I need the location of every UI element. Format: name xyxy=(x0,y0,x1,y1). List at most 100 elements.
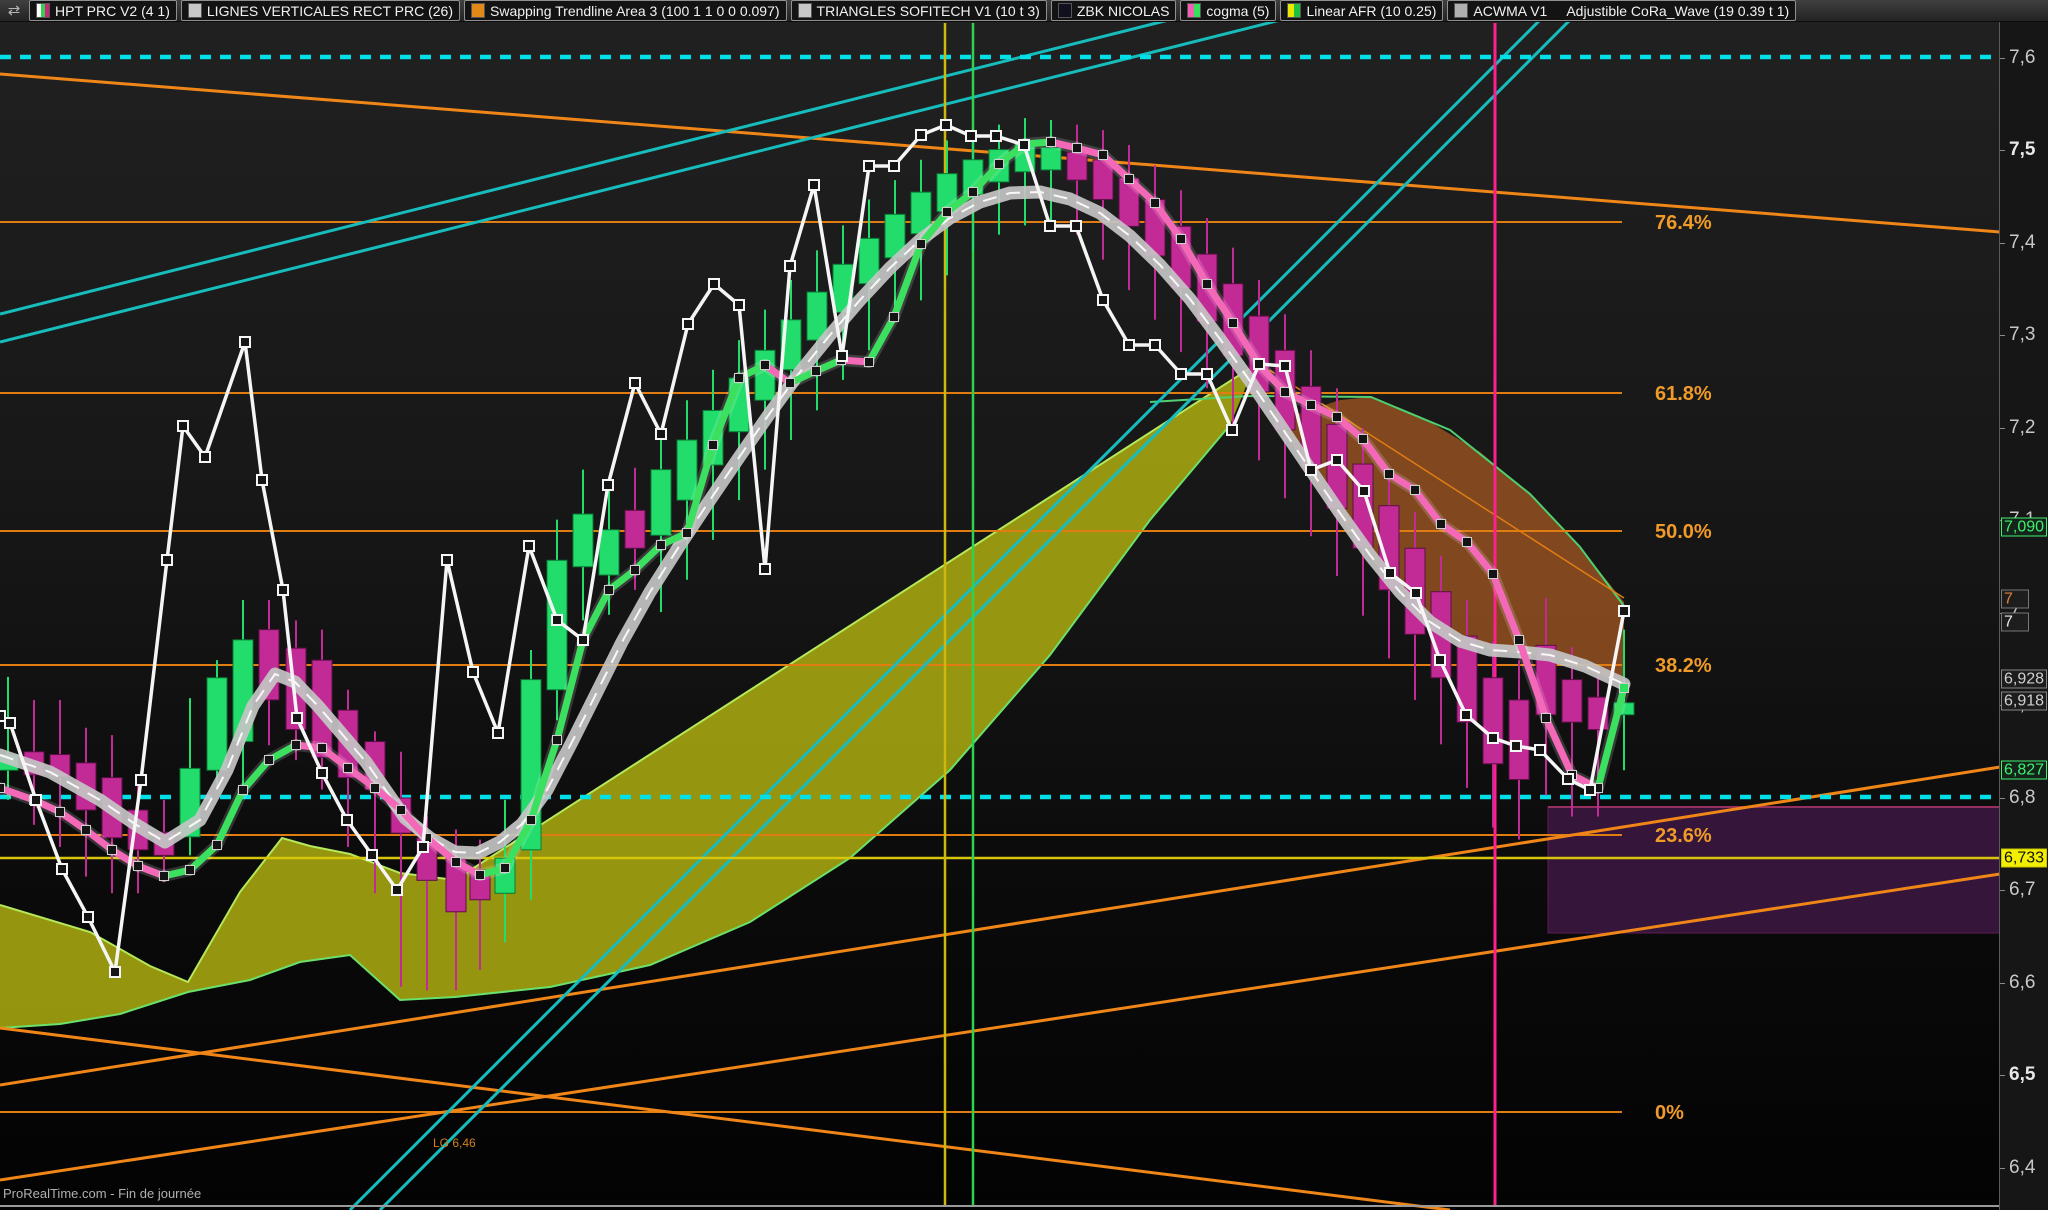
price-badge: 7 xyxy=(2001,612,2029,632)
hpt-marker xyxy=(277,584,289,596)
legend-item[interactable]: HPT PRC V2 (4 1) xyxy=(29,0,177,21)
indicator-color-chip-icon xyxy=(471,3,485,18)
hpt-marker xyxy=(199,451,211,463)
legend-item[interactable]: ZBK NICOLAS xyxy=(1050,0,1177,21)
hpt-marker xyxy=(602,479,614,491)
price-axis-label: 6,5 xyxy=(2009,1064,2036,1085)
candle-body-up xyxy=(676,439,698,501)
price-badge: 6,733 xyxy=(2001,848,2047,868)
hpt-marker xyxy=(341,814,353,826)
link-arrows-icon[interactable]: ⇄ xyxy=(7,1,21,19)
cogma-marker xyxy=(968,187,978,197)
cyan-trendline-3[interactable] xyxy=(378,0,1592,1210)
cyan-trendline-1[interactable] xyxy=(0,0,1361,344)
cogma-marker xyxy=(1150,198,1160,208)
cogma-marker xyxy=(1332,412,1342,422)
cogma-marker xyxy=(760,360,770,370)
hpt-marker xyxy=(784,260,796,272)
price-axis-label: 6,8 xyxy=(2009,787,2036,808)
axis-tick xyxy=(2000,890,2005,891)
fib-label: 50.0% xyxy=(1655,521,1712,543)
candle-body-down xyxy=(1508,699,1530,781)
price-axis-label: 7,2 xyxy=(2009,417,2036,438)
hpt-marker xyxy=(1487,732,1499,744)
hpt-marker xyxy=(577,634,589,646)
legend-item-label: ACWMA V1 xyxy=(1473,2,1548,19)
hpt-marker xyxy=(1018,139,1030,151)
orange-trendline-3[interactable] xyxy=(0,1026,1451,1210)
candle-body-down xyxy=(1066,151,1088,181)
cogma-marker xyxy=(1462,537,1472,547)
hpt-marker xyxy=(808,179,820,191)
axis-tick xyxy=(2000,335,2005,336)
olive-area-bottom-edge xyxy=(0,424,1231,1029)
cogma-marker xyxy=(185,865,195,875)
price-badge: 6,928 xyxy=(2001,669,2047,689)
hpt-marker xyxy=(441,554,453,566)
chart-bottom-border xyxy=(0,1205,2000,1207)
legend-item-label: cogma (5) xyxy=(1206,2,1270,19)
hpt-marker xyxy=(1123,339,1135,351)
cogma-marker xyxy=(1541,713,1551,723)
legend-item-label: HPT PRC V2 (4 1) xyxy=(55,2,170,19)
cogma-marker xyxy=(291,740,301,750)
hpt-marker xyxy=(1226,424,1238,436)
hpt-marker xyxy=(1331,454,1343,466)
purple-rect-zone[interactable] xyxy=(1547,806,2001,934)
axis-tick xyxy=(2000,983,2005,984)
hpt-marker xyxy=(492,727,504,739)
legend-item[interactable]: LIGNES VERTICALES RECT PRC (26) xyxy=(180,0,460,21)
candle-body-down xyxy=(1456,635,1478,723)
axis-tick xyxy=(2000,798,2005,799)
legend-item[interactable]: Linear AFR (10 0.25) xyxy=(1280,0,1444,21)
indicator-color-chip-icon xyxy=(36,3,50,18)
hpt-marker xyxy=(965,130,977,142)
legend-item[interactable]: ACWMA V1 Adjustible CoRa_Wave (19 0.39 t … xyxy=(1447,0,1797,21)
legend-item-label: TRIANGLES SOFITECH V1 (10 t 3) xyxy=(816,2,1040,19)
cogma-marker xyxy=(317,743,327,753)
orange-trendline-2[interactable] xyxy=(0,872,2001,1182)
cogma-marker xyxy=(682,528,692,538)
cogma-marker xyxy=(785,378,795,388)
hpt-marker xyxy=(733,299,745,311)
cogma-marker xyxy=(1306,400,1316,410)
cogma-marker xyxy=(1098,150,1108,160)
cogma-marker xyxy=(889,312,899,322)
hpt-marker xyxy=(391,884,403,896)
hpt-marker xyxy=(1584,784,1596,796)
hpt-marker xyxy=(4,717,16,729)
legend-item-label: Swapping Trendline Area 3 (100 1 1 0 0 0… xyxy=(490,2,780,19)
cyan-trendline-2[interactable] xyxy=(348,0,1562,1210)
hpt-marker xyxy=(1149,339,1161,351)
cogma-line xyxy=(0,136,1630,882)
cogma-marker xyxy=(1176,234,1186,244)
legend-item-extra-label: Adjustible CoRa_Wave (19 0.39 t 1) xyxy=(1566,2,1790,19)
candle-body-down xyxy=(1561,679,1583,723)
cogma-marker xyxy=(526,815,536,825)
legend-item[interactable]: TRIANGLES SOFITECH V1 (10 t 3) xyxy=(790,0,1047,21)
legend-item[interactable]: Swapping Trendline Area 3 (100 1 1 0 0 0… xyxy=(464,0,787,21)
cyan-trendline-0[interactable] xyxy=(0,0,1249,316)
indicator-legend-bar: ⇄ HPT PRC V2 (4 1) LIGNES VERTICALES RECT… xyxy=(0,0,2048,22)
hpt-marker xyxy=(1201,368,1213,380)
hpt-marker xyxy=(655,428,667,440)
hpt-marker xyxy=(291,712,303,724)
legend-item-label: Linear AFR (10 0.25) xyxy=(1306,2,1437,19)
hpt-marker xyxy=(417,841,429,853)
orange-trendline-1[interactable] xyxy=(0,765,2001,1087)
legend-item[interactable]: cogma (5) xyxy=(1180,0,1277,21)
hpt-marker xyxy=(0,710,6,722)
hpt-marker xyxy=(1097,294,1109,306)
price-axis[interactable]: 7,67,57,47,37,27,176,96,86,76,66,56,47,0… xyxy=(1999,22,2048,1210)
fib-label: 61.8% xyxy=(1655,383,1712,405)
hpt-marker xyxy=(915,129,927,141)
cogma-marker xyxy=(552,735,562,745)
hpt-marker xyxy=(1510,740,1522,752)
hpt-marker xyxy=(759,563,771,575)
cogma-marker xyxy=(1384,469,1394,479)
cogma-marker xyxy=(1280,387,1290,397)
hpt-marker xyxy=(708,278,720,290)
candles-layer xyxy=(0,118,1635,991)
axis-tick xyxy=(2000,150,2005,151)
